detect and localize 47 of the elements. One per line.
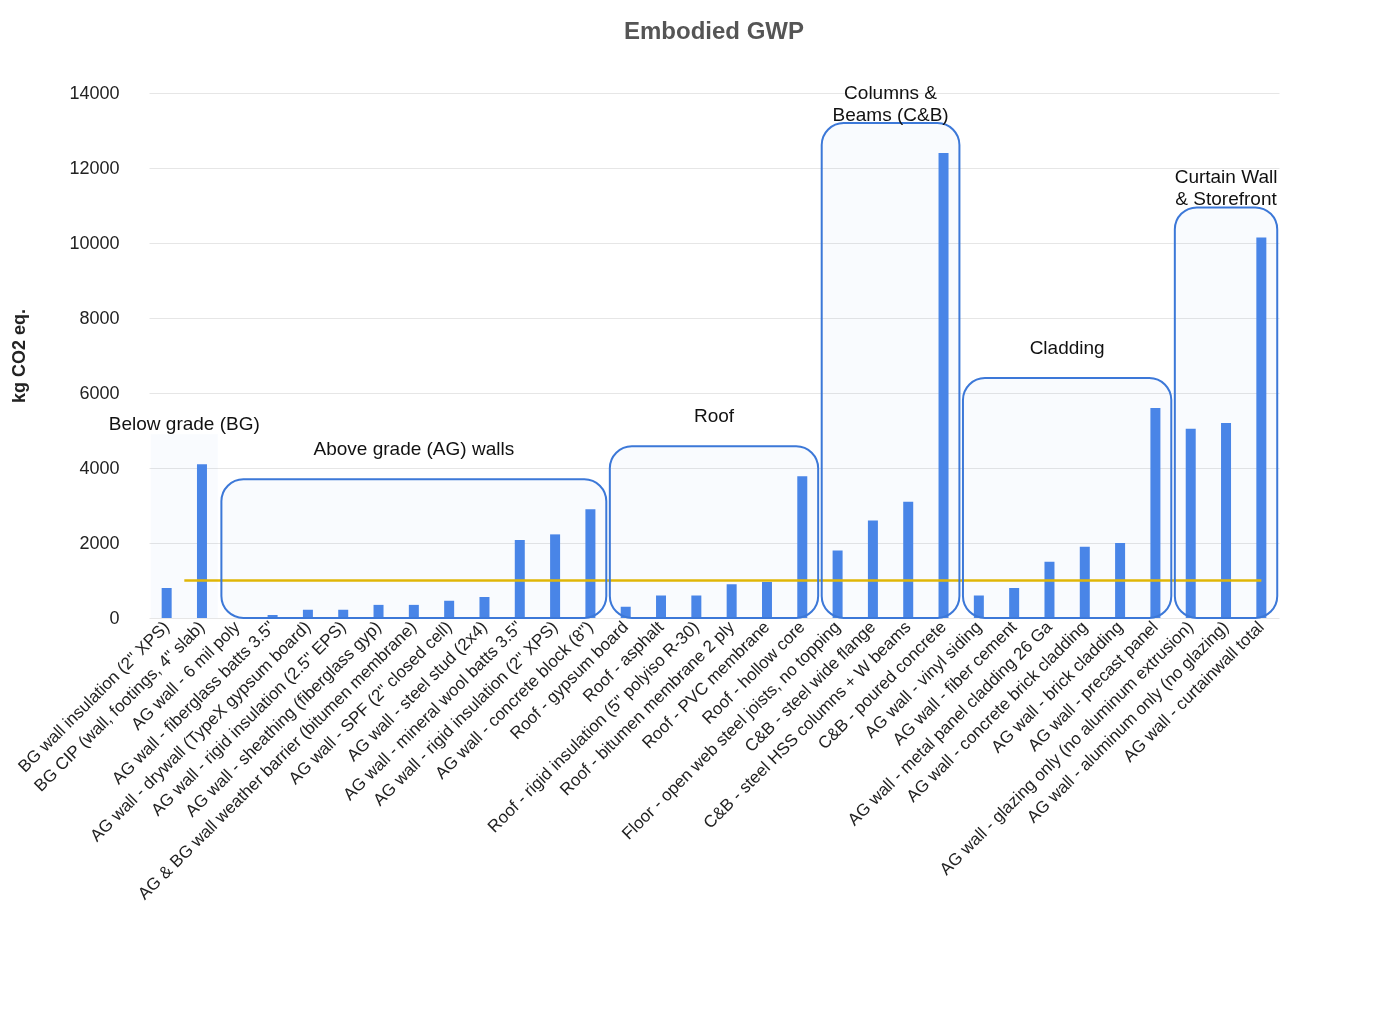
y-tick-label: 4000: [79, 457, 120, 478]
y-tick-label: 14000: [69, 82, 120, 103]
y-tick-label: 6000: [79, 382, 120, 403]
bar: [550, 534, 561, 618]
bar: [444, 600, 455, 618]
bar: [938, 153, 949, 618]
y-tick-label: 12000: [69, 157, 120, 178]
y-tick-label: 2000: [79, 532, 120, 553]
band-label: Above grade (AG) walls: [313, 438, 515, 460]
bar: [338, 609, 349, 618]
y-tick-label: 0: [109, 607, 120, 628]
bar: [1185, 428, 1196, 618]
bar: [1079, 546, 1090, 618]
band-label: Below grade (BG): [108, 413, 260, 435]
bar: [620, 606, 631, 618]
y-tick-label: 8000: [79, 307, 120, 328]
bar: [161, 588, 172, 618]
bar: [373, 604, 384, 618]
band-label: Curtain Wall & Storefront: [1174, 166, 1278, 210]
bar: [867, 520, 878, 618]
bar: [761, 582, 772, 618]
bar: [196, 464, 207, 618]
bar: [514, 540, 525, 618]
bar: [1221, 423, 1232, 618]
bar: [408, 604, 419, 618]
bar: [832, 550, 843, 618]
bar: [973, 595, 984, 618]
bar: [1115, 543, 1126, 618]
bar: [1044, 561, 1055, 618]
bar: [903, 501, 914, 618]
chart-title: Embodied GWP: [624, 17, 804, 44]
bar: [656, 595, 667, 618]
bar: [726, 584, 737, 618]
bar: [1256, 237, 1267, 618]
band-label: Columns & Beams (C&B): [832, 82, 949, 125]
bar: [1009, 588, 1020, 618]
band-label: Cladding: [1029, 337, 1105, 358]
band-label: Roof: [693, 405, 735, 427]
bar: [302, 609, 313, 618]
bar: [797, 476, 808, 618]
y-tick-label: 10000: [69, 232, 120, 253]
bar: [267, 615, 278, 618]
y-axis-title: kg CO2 eq.: [9, 308, 30, 404]
bar: [479, 597, 490, 618]
bar: [1150, 408, 1161, 618]
bar: [691, 595, 702, 618]
bar: [585, 509, 596, 618]
